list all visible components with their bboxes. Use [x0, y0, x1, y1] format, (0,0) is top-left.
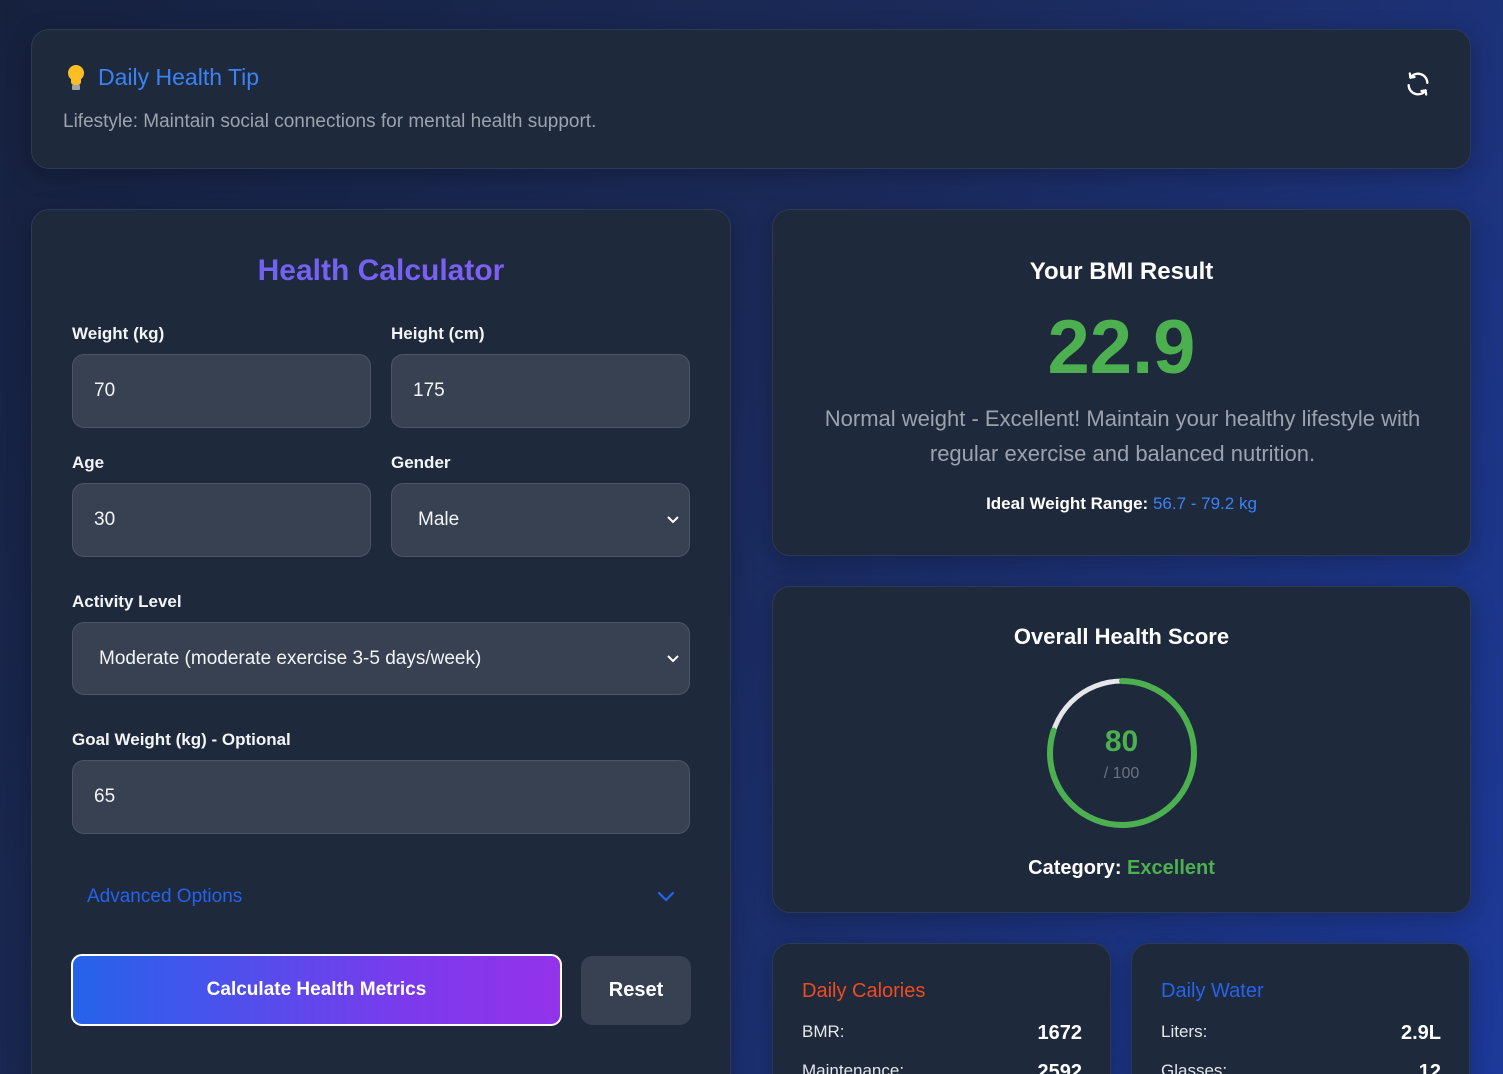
liters-label: Liters: — [1161, 1022, 1208, 1041]
bmr-value: 1672 — [1037, 1022, 1083, 1044]
calories-title: Daily Calories — [802, 980, 926, 1002]
height-label: Height (cm) — [391, 324, 485, 343]
advanced-options-toggle[interactable]: Advanced Options — [87, 882, 675, 912]
score-value: 80 — [1104, 725, 1139, 758]
chevron-down-icon — [667, 654, 679, 662]
activity-label: Activity Level — [72, 592, 182, 611]
glasses-label: Glasses: — [1161, 1061, 1228, 1074]
activity-value: Moderate (moderate exercise 3-5 days/wee… — [99, 647, 482, 669]
age-label: Age — [72, 453, 105, 472]
ideal-weight-range: Ideal Weight Range: 56.7 - 79.2 kg — [773, 494, 1470, 514]
bmi-result-card: Your BMI Result 22.9 Normal weight - Exc… — [772, 209, 1471, 556]
activity-select[interactable]: Moderate (moderate exercise 3-5 days/wee… — [72, 622, 690, 695]
glasses-value: 12 — [1418, 1061, 1441, 1074]
chevron-down-icon — [657, 891, 675, 902]
reset-button[interactable]: Reset — [581, 956, 691, 1025]
calories-row-bmr: BMR: 1672 — [802, 1022, 1082, 1045]
ideal-weight-value: 56.7 - 79.2 kg — [1152, 494, 1257, 513]
goal-weight-input[interactable]: 65 — [72, 760, 690, 834]
water-title: Daily Water — [1161, 980, 1264, 1002]
category-value: Excellent — [1127, 857, 1215, 879]
score-ring-progress — [1047, 678, 1197, 828]
lightbulb-icon — [66, 64, 86, 91]
daily-water-card: Daily Water Liters: 2.9L Glasses: 12 — [1131, 943, 1470, 1074]
goal-weight-label: Goal Weight (kg) - Optional — [72, 730, 291, 749]
daily-tip-card: Daily Health Tip Lifestyle: Maintain soc… — [31, 29, 1471, 169]
health-score-card: Overall Health Score 80 / 100 Category: … — [772, 586, 1471, 913]
calories-row-maintenance: Maintenance: 2592 — [802, 1061, 1082, 1074]
bmi-title: Your BMI Result — [1029, 258, 1214, 285]
gender-select[interactable]: Male — [391, 483, 690, 557]
liters-value: 2.9L — [1400, 1022, 1441, 1044]
score-title: Overall Health Score — [1013, 624, 1230, 649]
water-row-glasses: Glasses: 12 — [1161, 1061, 1441, 1074]
daily-calories-card: Daily Calories BMR: 1672 Maintenance: 25… — [772, 943, 1111, 1074]
score-max: / 100 — [1103, 765, 1140, 782]
height-input[interactable]: 175 — [391, 354, 690, 428]
gender-label: Gender — [391, 453, 451, 472]
maintenance-label: Maintenance: — [802, 1061, 905, 1074]
chevron-down-icon — [667, 516, 679, 524]
weight-input[interactable]: 70 — [72, 354, 371, 428]
bmi-description: Normal weight - Excellent! Maintain your… — [824, 406, 1421, 466]
ideal-weight-label: Ideal Weight Range: — [986, 494, 1149, 513]
age-input[interactable]: 30 — [72, 483, 371, 557]
tip-text: Lifestyle: Maintain social connections f… — [63, 111, 597, 132]
tip-title: Daily Health Tip — [98, 64, 260, 90]
category-label: Category: — [1028, 857, 1122, 879]
gender-value: Male — [418, 509, 460, 530]
water-row-liters: Liters: 2.9L — [1161, 1022, 1441, 1045]
tip-header: Daily Health Tip — [66, 64, 259, 91]
score-ring — [1047, 678, 1197, 828]
calculator-title: Health Calculator — [32, 254, 730, 288]
score-category: Category: Excellent — [773, 857, 1470, 880]
advanced-options-label: Advanced Options — [87, 886, 243, 907]
refresh-icon[interactable] — [1404, 70, 1432, 98]
health-calculator-card: Health Calculator Weight (kg) 70 Height … — [31, 209, 731, 1074]
bmr-label: BMR: — [802, 1022, 845, 1041]
calculate-button[interactable]: Calculate Health Metrics — [71, 954, 562, 1026]
bmi-value: 22.9 — [1047, 305, 1196, 390]
weight-label: Weight (kg) — [72, 324, 165, 343]
maintenance-value: 2592 — [1037, 1061, 1083, 1074]
